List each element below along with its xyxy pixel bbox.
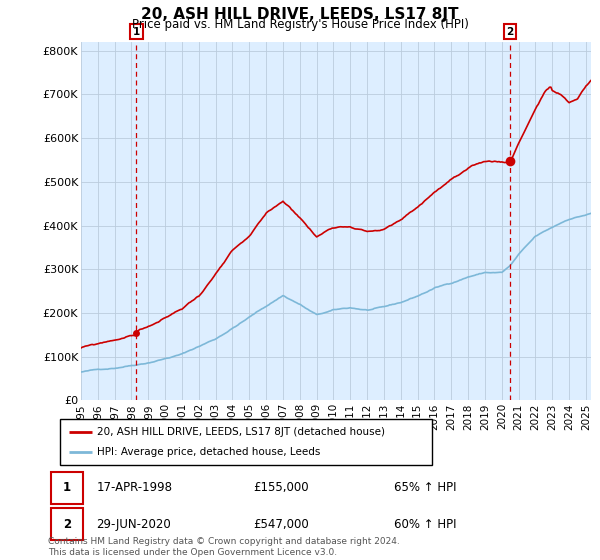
Bar [50,472,83,504]
Text: Price paid vs. HM Land Registry's House Price Index (HPI): Price paid vs. HM Land Registry's House … [131,18,469,31]
Text: 2: 2 [506,27,514,36]
Text: £155,000: £155,000 [253,481,309,494]
Text: 29-JUN-2020: 29-JUN-2020 [97,517,172,531]
Text: 17-APR-1998: 17-APR-1998 [97,481,173,494]
Text: 20, ASH HILL DRIVE, LEEDS, LS17 8JT: 20, ASH HILL DRIVE, LEEDS, LS17 8JT [141,7,459,22]
Text: 1: 1 [63,481,71,494]
Text: HPI: Average price, detached house, Leeds: HPI: Average price, detached house, Leed… [97,447,320,457]
Text: £547,000: £547,000 [253,517,309,531]
Bar [50,508,83,540]
Text: 65% ↑ HPI: 65% ↑ HPI [394,481,456,494]
Text: 1: 1 [133,27,140,36]
Text: Contains HM Land Registry data © Crown copyright and database right 2024.
This d: Contains HM Land Registry data © Crown c… [48,537,400,557]
Text: 20, ASH HILL DRIVE, LEEDS, LS17 8JT (detached house): 20, ASH HILL DRIVE, LEEDS, LS17 8JT (det… [97,427,385,437]
Text: 2: 2 [63,517,71,531]
Text: 60% ↑ HPI: 60% ↑ HPI [394,517,456,531]
